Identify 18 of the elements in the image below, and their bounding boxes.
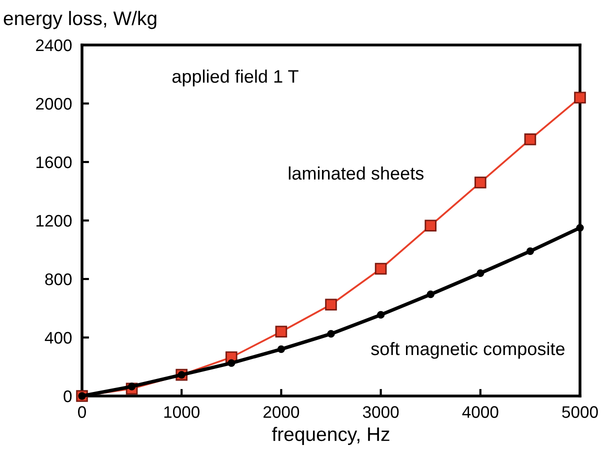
annotation: applied field 1 T (172, 70, 298, 86)
y-tick-label: 0 (64, 390, 72, 402)
y-axis-title: energy loss, W/kg (4, 10, 156, 30)
series-label: soft magnetic composite (371, 342, 564, 359)
y-tick-label: 1600 (36, 156, 72, 168)
y-tick-label: 1200 (36, 214, 72, 227)
y-tick-label: 800 (45, 273, 72, 286)
x-tick-label: 4000 (462, 406, 498, 418)
x-axis-title: frequency, Hz (272, 426, 390, 445)
y-tick-label: 400 (44, 332, 72, 344)
x-tick-label: 2000 (264, 406, 300, 418)
x-tick-label: 0 (78, 406, 86, 418)
y-tick-label: 2400 (36, 39, 72, 52)
x-tick-label: 1000 (164, 406, 200, 418)
y-tick-label: 2000 (36, 98, 72, 110)
x-tick-label: 3000 (362, 406, 399, 418)
x-tick-label: 5000 (562, 406, 598, 418)
text: laminated sheets (288, 166, 424, 180)
